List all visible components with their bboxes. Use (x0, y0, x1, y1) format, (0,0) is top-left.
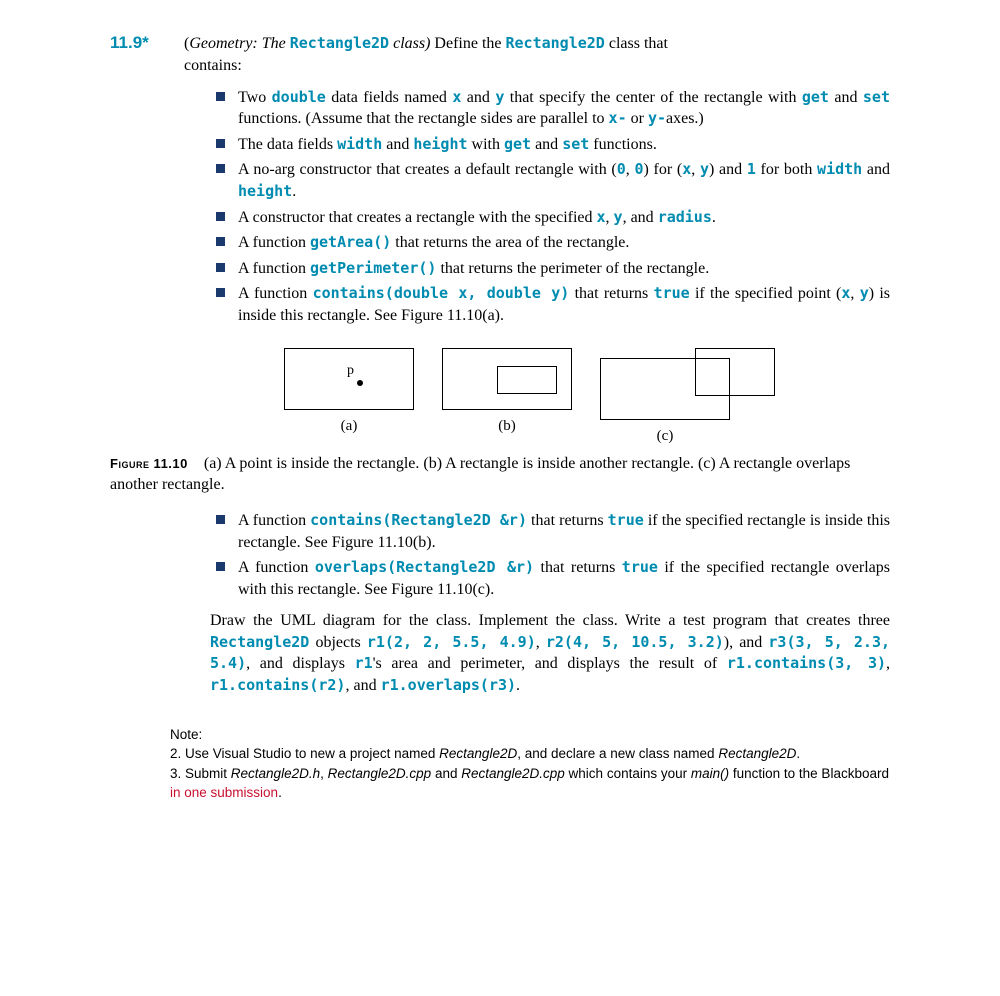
hdr-code2: Rectangle2D (506, 34, 605, 52)
bullet-4: A constructor that creates a rectangle w… (210, 207, 890, 229)
bullet-9: A function overlaps(Rectangle2D &r) that… (210, 557, 890, 600)
figure-label: Figure 11.10 (110, 456, 188, 471)
bullet-3: A no-arg constructor that creates a defa… (210, 159, 890, 202)
figure-b: (b) (442, 348, 572, 436)
hdr-after-italic: Define the (430, 35, 505, 52)
hdr-italic-pre: Geometry: The (189, 35, 289, 52)
note-line-2: 2. Use Visual Studio to new a project na… (170, 744, 890, 764)
bullet-7: A function contains(double x, double y) … (210, 283, 890, 326)
bullet-block-2: A function contains(Rectangle2D &r) that… (184, 510, 890, 697)
exercise-number: 11.9* (110, 32, 184, 55)
bullet-list-1: Two double data fields named x and y tha… (210, 87, 890, 327)
bullet-1: Two double data fields named x and y tha… (210, 87, 890, 130)
figure-diagrams: p (a) (b) (c) (184, 348, 890, 446)
bullet-6: A function getPerimeter() that returns t… (210, 258, 890, 280)
exercise-title: (Geometry: The Rectangle2D class) Define… (184, 33, 668, 55)
bullet-5: A function getArea() that returns the ar… (210, 232, 890, 254)
exercise-header: 11.9* (Geometry: The Rectangle2D class) … (110, 32, 890, 55)
figure-a: p (a) (284, 348, 414, 436)
figure-c-caption: (c) (600, 426, 730, 446)
bullet-list-2: A function contains(Rectangle2D &r) that… (210, 510, 890, 600)
bullet-2: The data fields width and height with ge… (210, 134, 890, 156)
bullet-8: A function contains(Rectangle2D &r) that… (210, 510, 890, 553)
note-line-3: 3. Submit Rectangle2D.h, Rectangle2D.cpp… (170, 764, 890, 803)
hdr-code1: Rectangle2D (290, 34, 389, 52)
figure-c: (c) (600, 348, 780, 446)
figure-a-caption: (a) (284, 416, 414, 436)
figure-caption-text: (a) A point is inside the rectangle. (b)… (110, 455, 850, 494)
note-block: Note: 2. Use Visual Studio to new a proj… (170, 725, 890, 803)
hdr-line2: contains: (184, 55, 890, 77)
closing-paragraph: Draw the UML diagram for the class. Impl… (210, 610, 890, 696)
bullet-block-1: Two double data fields named x and y tha… (184, 87, 890, 327)
hdr-after-code2: class that (605, 35, 668, 52)
hdr-italic-post: class) (389, 35, 430, 52)
page: 11.9* (Geometry: The Rectangle2D class) … (0, 0, 1000, 843)
note-header: Note: (170, 725, 890, 745)
figure-a-p-label: p (347, 362, 354, 381)
figure-b-caption: (b) (442, 416, 572, 436)
figure-caption-full: Figure 11.10 (a) A point is inside the r… (110, 453, 890, 496)
